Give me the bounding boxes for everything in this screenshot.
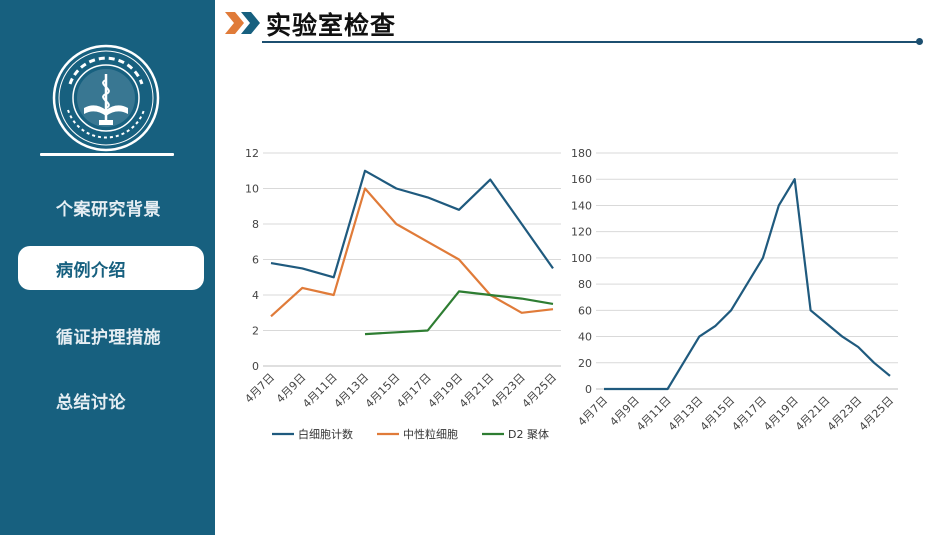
- y-tick-label: 140: [571, 199, 592, 212]
- legend-label: 中性粒细胞: [403, 427, 458, 441]
- y-tick-label: 10: [245, 183, 259, 196]
- sidebar-item-background[interactable]: 个案研究背景: [56, 199, 161, 220]
- legend-label: D2 聚体: [508, 427, 549, 441]
- sidebar-item-summary[interactable]: 总结讨论: [56, 392, 126, 413]
- y-tick-label: 120: [571, 226, 592, 239]
- series-line-0: [270, 169, 554, 279]
- y-tick-label: 40: [578, 331, 592, 344]
- y-tick-label: 6: [252, 254, 259, 267]
- sidebar-item-nursing-measures[interactable]: 循证护理措施: [56, 327, 161, 348]
- y-tick-label: 8: [252, 218, 259, 231]
- page-title: 实验室检查: [266, 11, 397, 40]
- y-tick-label: 180: [571, 147, 592, 160]
- double-arrow-icon: [225, 12, 260, 34]
- y-tick-label: 12: [245, 147, 259, 160]
- x-tick-label: 4月7日: [575, 394, 610, 429]
- title-rule: [262, 41, 920, 43]
- series-line-1: [270, 187, 554, 318]
- y-tick-label: 2: [252, 325, 259, 338]
- y-tick-label: 0: [252, 360, 259, 373]
- x-tick-label: 4月7日: [242, 371, 277, 406]
- university-seal-logo: [52, 44, 160, 152]
- blood-count-chart: 0246810124月7日4月9日4月11日4月13日4月15日4月17日4月1…: [242, 147, 561, 441]
- series-line-2: [364, 290, 554, 336]
- y-tick-label: 20: [578, 357, 592, 370]
- sidebar: 个案研究背景 病例介绍 循证护理措施 总结讨论: [0, 0, 215, 535]
- x-tick-label: 4月25日: [857, 394, 897, 434]
- y-tick-label: 60: [578, 304, 592, 317]
- sidebar-item-case-intro[interactable]: 病例介绍: [18, 246, 204, 290]
- y-tick-label: 100: [571, 252, 592, 265]
- y-tick-label: 160: [571, 173, 592, 186]
- title-dot: [916, 38, 923, 45]
- y-tick-label: 0: [585, 383, 592, 396]
- logo-divider: [40, 153, 174, 156]
- x-tick-label: 4月25日: [520, 371, 560, 411]
- second-indicator-chart: 0204060801001201401601804月7日4月9日4月11日4月1…: [571, 147, 898, 434]
- legend-label: 白细胞计数: [298, 427, 353, 441]
- y-tick-label: 80: [578, 278, 592, 291]
- y-tick-label: 4: [252, 289, 259, 302]
- series-line-0: [604, 178, 891, 391]
